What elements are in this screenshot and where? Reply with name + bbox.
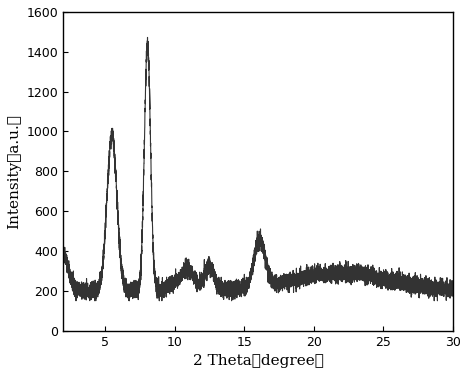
X-axis label: 2 Theta（degree）: 2 Theta（degree）: [193, 354, 323, 368]
Y-axis label: Intensity（a.u.）: Intensity（a.u.）: [7, 114, 21, 229]
